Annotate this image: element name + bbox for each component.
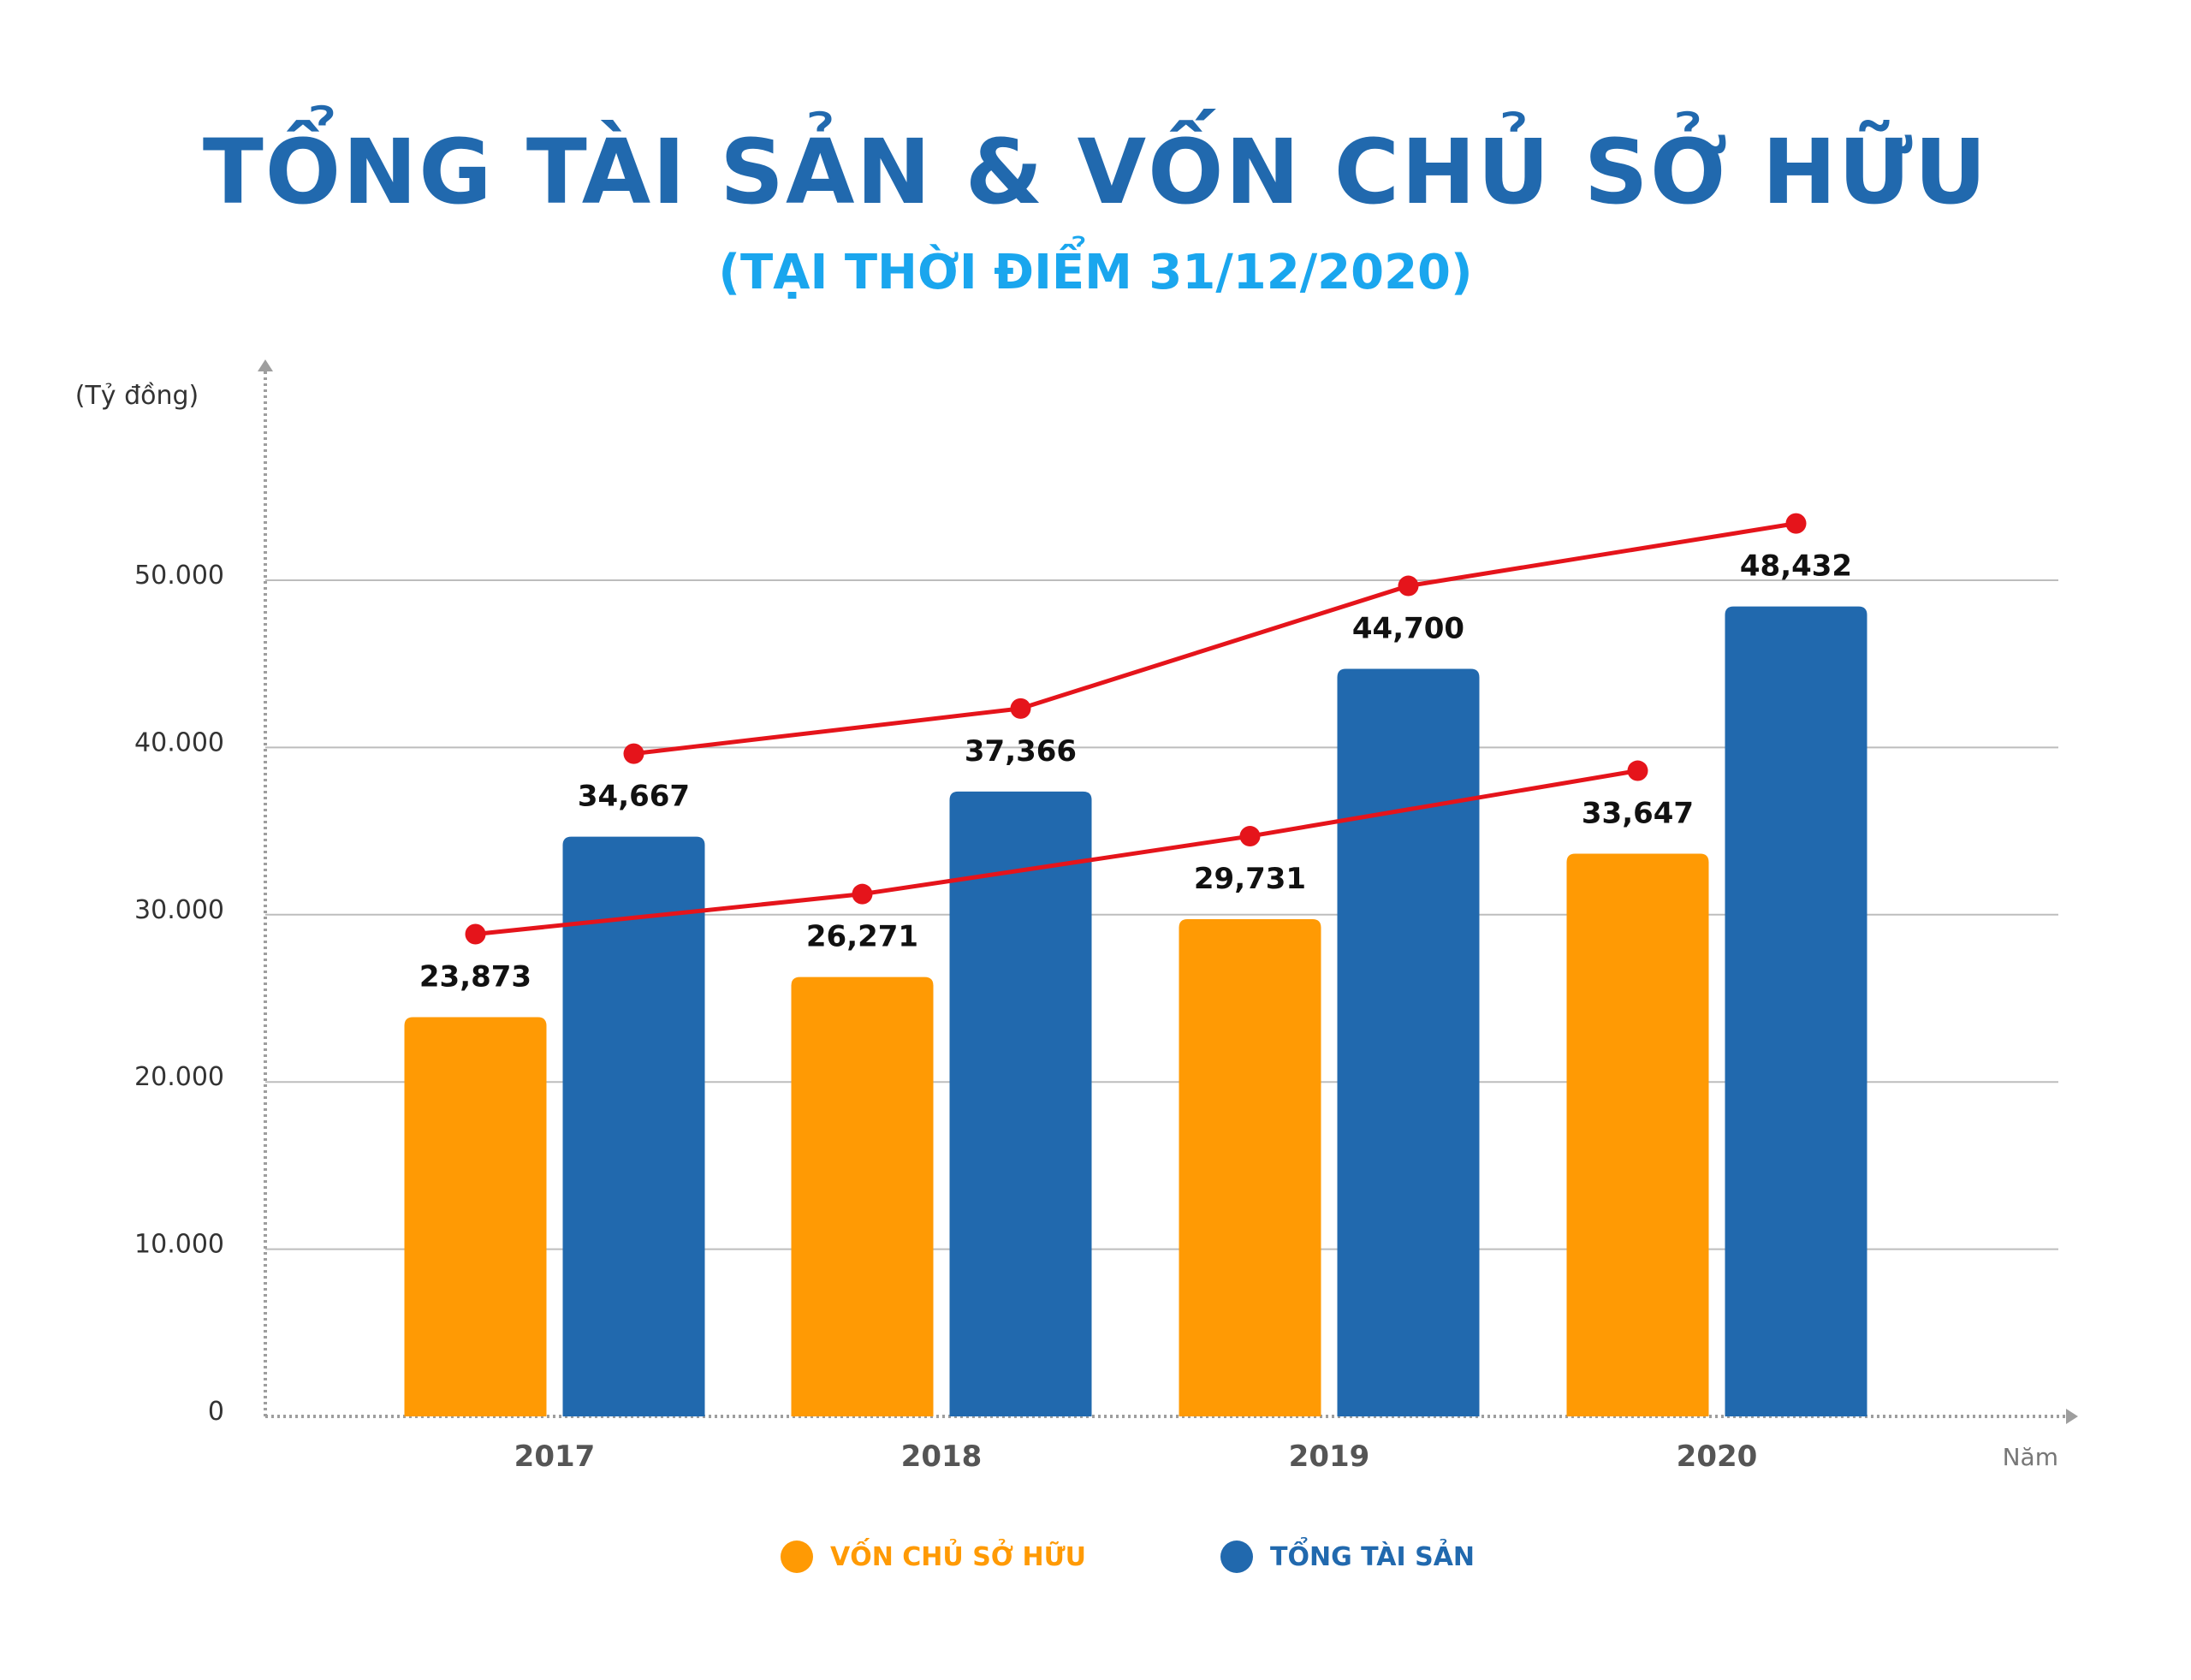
legend-label-assets: TỔNG TÀI SẢN [1270,1541,1476,1572]
bar-assets-2020 [1725,606,1867,1416]
x-axis-arrow [2066,1409,2078,1424]
y-tick-label: 0 [208,1397,224,1427]
y-tick-label: 10.000 [134,1230,224,1260]
trend-point-assets-2018 [1010,698,1031,719]
data-labels: 23,873 26,271 29,731 33,647 34,667 37,366 44,7… [419,549,1852,994]
trend-lines [465,513,1807,945]
chart-subtitle: (TẠI THỜI ĐIỂM 31/12/2020) [718,245,1473,300]
legend-label-equity: VỐN CHỦ SỞ HỮU [830,1541,1086,1572]
data-label-equity-2017: 23,873 [419,960,531,994]
data-label-equity-2020: 33,647 [1582,797,1694,831]
bar-equity-2019 [1179,919,1321,1416]
trend-point-equity-2017 [465,923,486,945]
y-axis-arrow [258,359,273,371]
data-label-assets-2019: 44,700 [1352,612,1464,646]
trend-point-assets-2017 [623,743,644,764]
x-tick-label: 2019 [1289,1440,1370,1474]
trend-line-assets [633,521,1796,757]
y-tick-label: 40.000 [134,727,224,757]
bar-equity-2017 [404,1017,547,1416]
x-tick-label: 2017 [514,1440,596,1474]
trend-point-assets-2019 [1398,575,1419,597]
bar-assets-2019 [1337,668,1480,1416]
trend-point-assets-2020 [1785,513,1807,534]
bar-assets-2017 [562,836,705,1416]
legend-dot-equity [781,1540,813,1573]
x-axis-title: Năm [2003,1443,2058,1471]
data-label-assets-2020: 48,432 [1740,549,1852,584]
trend-line-equity [475,769,1638,937]
y-tick-label: 30.000 [134,895,224,925]
y-tick-label: 20.000 [134,1062,224,1092]
trend-point-equity-2020 [1627,760,1648,781]
chart-title: TỔNG TÀI SẢN & VỐN CHỦ SỞ HỮU [202,120,1989,224]
bar-equity-2020 [1566,853,1709,1416]
x-tick-label: 2020 [1677,1440,1758,1474]
data-label-equity-2019: 29,731 [1194,862,1306,896]
data-label-assets-2018: 37,366 [965,734,1077,769]
legend-dot-assets [1220,1540,1253,1573]
bars [404,606,1867,1416]
trend-point-equity-2019 [1239,826,1261,847]
y-tick-label: 50.000 [134,561,224,591]
legend-item-equity: VỐN CHỦ SỞ HỮU [781,1540,1086,1573]
data-label-equity-2018: 26,271 [806,920,918,954]
bar-assets-2018 [949,791,1092,1416]
x-tick-label: 2018 [901,1440,983,1474]
data-label-assets-2017: 34,667 [578,780,690,814]
trend-point-equity-2018 [852,883,873,905]
legend-item-assets: TỔNG TÀI SẢN [1220,1540,1475,1573]
bar-equity-2018 [791,977,934,1416]
y-axis-title: (Tỷ đồng) [75,381,199,411]
